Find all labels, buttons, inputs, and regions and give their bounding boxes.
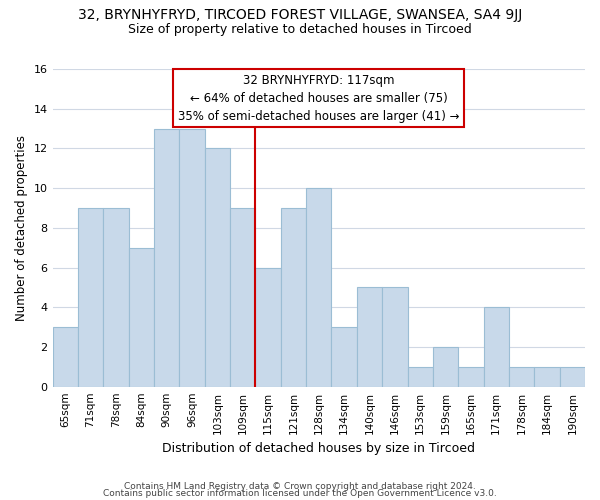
Bar xyxy=(484,308,509,386)
Bar xyxy=(560,367,585,386)
Bar xyxy=(78,208,103,386)
Text: Contains HM Land Registry data © Crown copyright and database right 2024.: Contains HM Land Registry data © Crown c… xyxy=(124,482,476,491)
Bar xyxy=(128,248,154,386)
Bar xyxy=(154,128,179,386)
Text: 32 BRYNHYFRYD: 117sqm
← 64% of detached houses are smaller (75)
35% of semi-deta: 32 BRYNHYFRYD: 117sqm ← 64% of detached … xyxy=(178,74,460,123)
Bar xyxy=(382,288,407,386)
Bar xyxy=(230,208,256,386)
Bar xyxy=(179,128,205,386)
Y-axis label: Number of detached properties: Number of detached properties xyxy=(15,135,28,321)
Bar xyxy=(534,367,560,386)
Bar xyxy=(458,367,484,386)
Bar xyxy=(433,347,458,387)
X-axis label: Distribution of detached houses by size in Tircoed: Distribution of detached houses by size … xyxy=(162,442,475,455)
Bar xyxy=(205,148,230,386)
Text: Contains public sector information licensed under the Open Government Licence v3: Contains public sector information licen… xyxy=(103,490,497,498)
Bar xyxy=(53,327,78,386)
Bar xyxy=(407,367,433,386)
Bar xyxy=(306,188,331,386)
Bar xyxy=(509,367,534,386)
Bar xyxy=(331,327,357,386)
Bar xyxy=(103,208,128,386)
Bar xyxy=(281,208,306,386)
Text: 32, BRYNHYFRYD, TIRCOED FOREST VILLAGE, SWANSEA, SA4 9JJ: 32, BRYNHYFRYD, TIRCOED FOREST VILLAGE, … xyxy=(78,8,522,22)
Bar xyxy=(357,288,382,386)
Text: Size of property relative to detached houses in Tircoed: Size of property relative to detached ho… xyxy=(128,22,472,36)
Bar xyxy=(256,268,281,386)
